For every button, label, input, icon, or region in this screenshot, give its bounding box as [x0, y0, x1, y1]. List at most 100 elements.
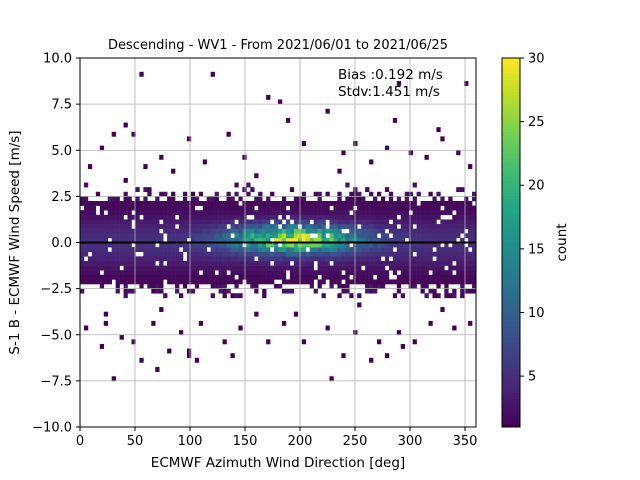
heatmap-cell — [143, 279, 148, 285]
heatmap-cell — [115, 224, 120, 229]
heatmap-cell — [436, 228, 441, 234]
heatmap-cell — [270, 256, 275, 262]
heatmap-cell — [416, 260, 421, 266]
heatmap-cell — [396, 247, 402, 253]
heatmap-cell — [182, 265, 188, 271]
heatmap-cell — [309, 242, 314, 248]
colorbar-segment — [502, 110, 520, 114]
heatmap-cell — [214, 260, 219, 266]
heatmap-cell — [416, 256, 421, 262]
heatmap-cell — [440, 260, 445, 266]
heatmap-cell — [155, 274, 160, 280]
heatmap-cell — [139, 233, 144, 239]
heatmap-cell — [285, 237, 291, 243]
heatmap-cell — [472, 274, 477, 280]
heatmap-cell — [313, 224, 318, 229]
heatmap-cell — [321, 214, 326, 220]
heatmap-cell — [139, 210, 144, 216]
heatmap-cell — [313, 256, 318, 262]
heatmap-cell — [210, 284, 215, 289]
heatmap-cell — [361, 256, 366, 262]
heatmap-cell — [301, 242, 307, 248]
heatmap-cell — [289, 251, 295, 257]
heatmap-cell — [155, 256, 160, 262]
heatmap-cell — [468, 219, 473, 225]
heatmap-cell — [155, 233, 160, 239]
heatmap-cell — [392, 219, 398, 225]
heatmap-cell — [91, 260, 97, 266]
heatmap-cell — [345, 270, 350, 276]
heatmap-cell — [456, 256, 461, 262]
heatmap-cell — [163, 200, 168, 206]
heatmap-cell — [357, 214, 362, 220]
y-tick-label: 0.0 — [51, 236, 72, 251]
heatmap-cell — [472, 196, 477, 202]
heatmap-cell — [313, 210, 318, 216]
heatmap-cell — [206, 219, 211, 225]
heatmap-cell — [349, 200, 354, 206]
heatmap-cell — [464, 260, 469, 266]
heatmap-cell — [218, 284, 223, 289]
heatmap-cell — [412, 200, 417, 206]
colorbar-segment — [502, 128, 520, 133]
heatmap-cell — [289, 265, 295, 271]
heatmap-cell — [210, 247, 215, 253]
heatmap-cell — [333, 274, 338, 280]
heatmap-cell — [432, 237, 437, 243]
heatmap-cell — [246, 210, 251, 216]
heatmap-cell — [361, 260, 366, 266]
heatmap-cell — [226, 237, 231, 243]
heatmap-cell — [230, 210, 235, 216]
colorbar-segment — [502, 390, 520, 394]
heatmap-cell — [266, 200, 271, 206]
colorbar-segment — [502, 356, 520, 360]
heatmap-cell — [472, 284, 477, 289]
heatmap-cell — [337, 196, 342, 202]
heatmap-cell — [80, 260, 85, 266]
heatmap-cell — [289, 228, 295, 234]
heatmap-cell — [321, 256, 326, 262]
heatmap-cell — [337, 224, 342, 229]
heatmap-cell — [179, 242, 184, 248]
heatmap-cell — [254, 214, 259, 220]
heatmap-cell — [175, 205, 180, 211]
heatmap-cell — [428, 200, 433, 206]
heatmap-cell — [301, 191, 307, 197]
heatmap-cell — [206, 205, 211, 211]
heatmap-cell — [448, 274, 453, 280]
heatmap-cell — [424, 270, 429, 276]
heatmap-cell — [472, 224, 477, 229]
heatmap-cell — [412, 274, 417, 280]
heatmap-cell — [226, 265, 231, 271]
heatmap-cell — [305, 214, 310, 220]
heatmap-outlier-cell — [329, 376, 334, 382]
heatmap-cell — [238, 242, 243, 248]
heatmap-outlier-cell — [222, 339, 227, 345]
heatmap-cell — [250, 247, 255, 253]
heatmap-cell — [222, 293, 227, 299]
heatmap-cell — [278, 237, 283, 243]
bias-annotation: Bias :0.192 m/s — [338, 67, 443, 83]
heatmap-cell — [464, 196, 469, 202]
heatmap-cell — [238, 214, 243, 220]
heatmap-cell — [214, 247, 219, 253]
heatmap-cell — [127, 288, 132, 294]
heatmap-cell — [416, 265, 421, 271]
heatmap-cell — [147, 233, 152, 239]
heatmap-cell — [281, 205, 287, 211]
heatmap-cell — [159, 210, 164, 216]
heatmap-cell — [242, 214, 247, 220]
heatmap-cell — [270, 270, 275, 276]
heatmap-cell — [151, 256, 156, 262]
heatmap-cell — [123, 237, 128, 243]
heatmap-cell — [333, 265, 338, 271]
heatmap-cell — [246, 247, 251, 253]
heatmap-cell — [392, 214, 398, 220]
heatmap-cell — [135, 256, 140, 262]
heatmap-cell — [87, 214, 93, 220]
heatmap-cell — [448, 260, 453, 266]
heatmap-cell — [135, 274, 140, 280]
heatmap-cell — [384, 279, 390, 285]
heatmap-cell — [230, 205, 235, 211]
heatmap-cell — [325, 200, 330, 206]
